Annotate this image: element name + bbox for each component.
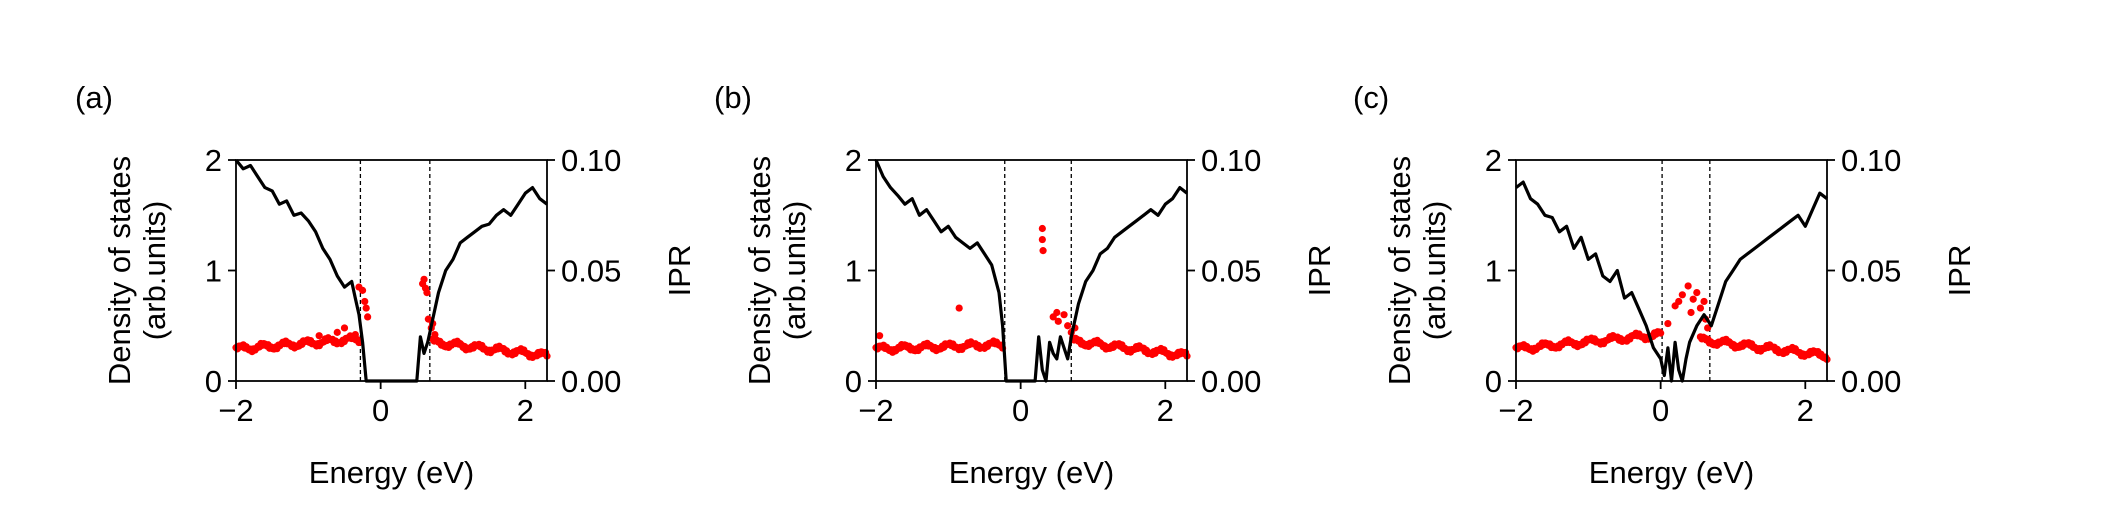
x-tick-label: 2 (1797, 393, 1814, 428)
ipr-point (1064, 322, 1072, 330)
x-tick-label: −2 (1498, 393, 1533, 428)
ipr-point (1038, 224, 1046, 233)
ipr-point (1053, 308, 1061, 317)
x-tick-label: −2 (858, 393, 893, 428)
y-axis-title-left-line2: (arb.units) (777, 201, 812, 341)
y-tick-label-right: 0.05 (1841, 254, 1901, 289)
ipr-point (420, 275, 428, 283)
y-tick-label-left: 1 (1485, 254, 1502, 289)
y-axis-title-right: IPR (1302, 245, 1337, 297)
panel-label: (a) (75, 80, 113, 115)
ipr-point (362, 304, 370, 312)
panel-label: (b) (714, 80, 752, 115)
ipr-point (351, 330, 359, 339)
ipr-point (1696, 304, 1705, 312)
ipr-point (1039, 247, 1047, 255)
ipr-point (315, 332, 323, 340)
ipr-point (364, 313, 372, 321)
x-axis-title: Energy (eV) (309, 455, 474, 490)
x-tick-label: 0 (1652, 393, 1669, 428)
y-axis-title-left-line2: (arb.units) (1417, 201, 1452, 341)
ipr-point (1687, 308, 1695, 317)
x-tick-label: 2 (1157, 393, 1174, 428)
x-tick-label: 0 (1012, 393, 1029, 428)
ipr-point (355, 338, 363, 347)
ipr-point (1038, 235, 1046, 244)
ipr-point (361, 297, 369, 306)
ipr-point (340, 324, 349, 332)
y-tick-label-left: 2 (205, 143, 222, 178)
ipr-point (431, 330, 439, 339)
ipr-point (1678, 291, 1686, 299)
y-tick-label-left: 0 (205, 364, 222, 399)
y-tick-label-right: 0.00 (561, 364, 621, 399)
ipr-point (358, 286, 367, 294)
y-axis-title-right: IPR (662, 245, 697, 297)
dos-line (874, 159, 1188, 383)
panel-label: (c) (1353, 80, 1389, 115)
y-axis-title-right: IPR (1942, 245, 1977, 297)
ipr-point (1060, 311, 1068, 319)
ipr-point (423, 289, 431, 297)
x-axis-title: Energy (eV) (949, 455, 1114, 490)
ipr-point (1700, 297, 1708, 306)
y-tick-label-right: 0.05 (1201, 254, 1261, 289)
y-axis-title-left-line1: Density of states (102, 156, 137, 385)
y-tick-label-right: 0.10 (1841, 143, 1901, 178)
ipr-point (333, 328, 341, 336)
y-tick-label-left: 2 (845, 143, 862, 178)
y-tick-label-right: 0.10 (1201, 143, 1261, 178)
ipr-point (1693, 289, 1701, 297)
y-tick-label-right: 0.00 (1841, 364, 1901, 399)
dos-line (1515, 180, 1828, 383)
ipr-point (424, 315, 432, 323)
y-tick-label-left: 2 (1485, 143, 1502, 178)
y-tick-label-left: 1 (205, 254, 222, 289)
y-axis-title-left-line2: (arb.units) (137, 201, 172, 341)
y-tick-label-left: 0 (845, 364, 862, 399)
x-tick-label: 0 (372, 393, 389, 428)
y-axis-title-left-line1: Density of states (742, 156, 777, 385)
y-axis-title-left-line1: Density of states (1382, 156, 1417, 385)
ipr-point (1657, 329, 1665, 337)
y-tick-label-right: 0.10 (561, 143, 621, 178)
ipr-point (1689, 295, 1697, 303)
x-axis-title: Energy (eV) (1589, 455, 1754, 490)
y-tick-label-right: 0.00 (1201, 364, 1261, 399)
ipr-point (1664, 319, 1672, 328)
ipr-point (876, 332, 884, 340)
x-tick-label: 2 (517, 393, 534, 428)
ipr-point (1684, 282, 1692, 290)
x-tick-label: −2 (218, 393, 253, 428)
y-tick-label-left: 0 (1485, 364, 1502, 399)
ipr-point (1675, 297, 1683, 306)
ipr-point (1054, 317, 1062, 325)
ipr-point (1704, 324, 1712, 332)
y-tick-label-right: 0.05 (561, 254, 621, 289)
y-tick-label-left: 1 (845, 254, 862, 289)
ipr-point (955, 304, 963, 312)
